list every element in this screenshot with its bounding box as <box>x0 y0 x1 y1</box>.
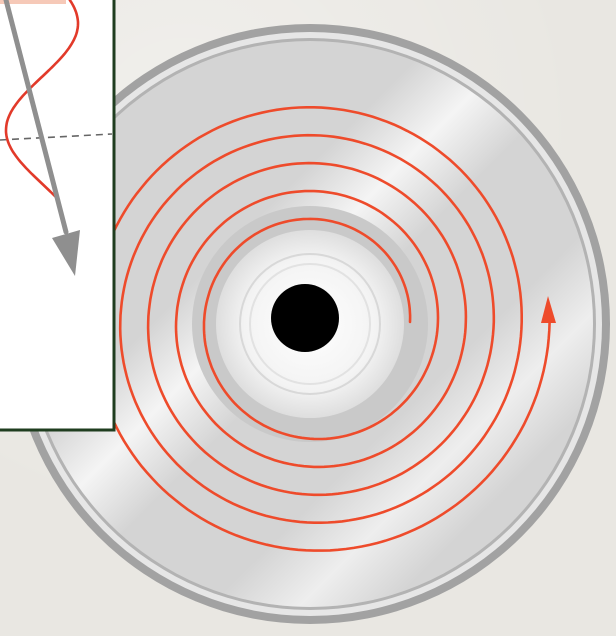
laser-beam-line <box>3 0 69 235</box>
wave <box>4 0 80 202</box>
arrow-down-icon <box>52 230 80 276</box>
inset-top-band <box>0 0 66 4</box>
inset-frame <box>0 0 116 432</box>
center-hole <box>271 284 339 352</box>
spiral-track <box>91 106 551 552</box>
hub-ring-inner <box>249 263 371 385</box>
dashed-line <box>0 133 113 141</box>
laser-inset-panel <box>0 0 116 432</box>
arrow-head-icon <box>541 296 556 323</box>
hub-ring-outer <box>239 253 381 395</box>
